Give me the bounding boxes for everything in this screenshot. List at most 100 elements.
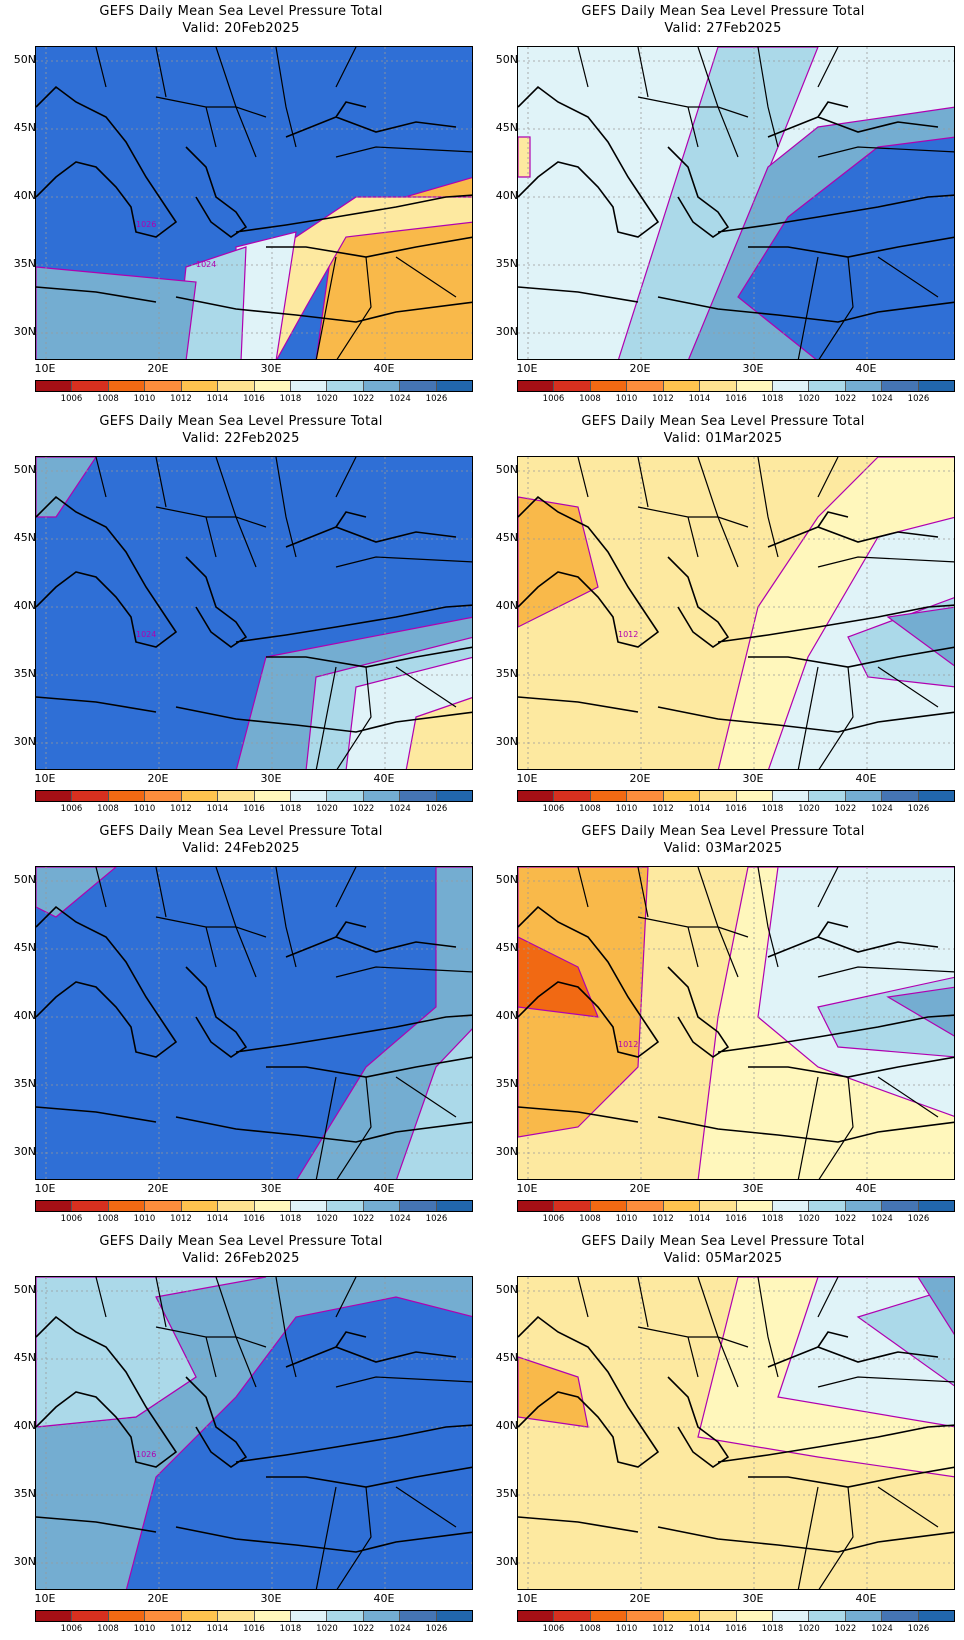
colorbar-label: 1024 <box>871 804 893 814</box>
colorbar-label: 1020 <box>798 1214 820 1224</box>
latitude-label: 30N <box>13 1145 36 1158</box>
contour-label: 1012 <box>618 1040 638 1049</box>
pressure-map-svg <box>518 47 954 359</box>
contour-label: 1024 <box>196 260 216 269</box>
colorbar-label: 1024 <box>871 1214 893 1224</box>
colorbar-label: 1022 <box>834 804 857 814</box>
colorbar-swatch <box>772 1201 810 1211</box>
pressure-map <box>517 46 955 360</box>
colorbar-swatch <box>145 1611 182 1621</box>
pressure-map: 1012 <box>517 456 955 770</box>
pressure-map-svg: 1026 <box>36 1277 472 1589</box>
colorbar-swatch <box>700 1201 737 1211</box>
latitude-label: 45N <box>495 941 518 954</box>
colorbar-swatch <box>254 381 291 391</box>
colorbar-swatch <box>400 1611 437 1621</box>
colorbar-label: 1026 <box>907 1214 930 1224</box>
longitude-label: 40E <box>855 1182 877 1195</box>
longitude-label: 10E <box>34 362 56 375</box>
colorbar-swatch <box>400 791 437 801</box>
colorbar <box>517 1200 955 1212</box>
pressure-region <box>917 1277 954 1335</box>
colorbar-swatch <box>772 381 810 391</box>
pressure-region <box>518 496 599 628</box>
colorbar-swatch <box>663 1611 701 1621</box>
colorbar-swatch <box>327 791 364 801</box>
colorbar-swatch <box>436 1611 473 1621</box>
forecast-panel: GEFS Daily Mean Sea Level Pressure Total… <box>482 1230 964 1640</box>
panel-title: GEFS Daily Mean Sea Level Pressure Total <box>99 1234 383 1249</box>
longitude-label: 30E <box>260 772 282 785</box>
pressure-map: 1026 <box>35 1276 473 1590</box>
colorbar-swatch <box>290 791 328 801</box>
longitude-label: 20E <box>629 1182 651 1195</box>
longitude-label: 20E <box>629 362 651 375</box>
colorbar-swatch <box>145 381 182 391</box>
forecast-panel: GEFS Daily Mean Sea Level Pressure Total… <box>0 1230 482 1640</box>
panel-valid-date: Valid: 24Feb2025 <box>182 841 300 856</box>
longitude-label: 10E <box>34 1182 56 1195</box>
longitude-label: 10E <box>34 772 56 785</box>
colorbar-swatch <box>882 381 919 391</box>
pressure-region <box>36 867 117 918</box>
latitude-label: 45N <box>13 1351 36 1364</box>
country-borders <box>577 457 954 769</box>
latitude-label: 40N <box>13 189 36 202</box>
longitude-label: 30E <box>742 772 764 785</box>
latitude-label: 40N <box>495 189 518 202</box>
colorbar <box>517 790 955 802</box>
pressure-map: 1024 <box>35 456 473 770</box>
colorbar-swatch <box>72 1611 109 1621</box>
latitude-label: 40N <box>495 599 518 612</box>
colorbar-label: 1022 <box>352 804 375 814</box>
pressure-region <box>618 47 819 359</box>
latitude-label: 50N <box>495 873 518 886</box>
colorbar-label: 1006 <box>60 804 83 814</box>
colorbar-swatch <box>145 791 182 801</box>
colorbar-swatch <box>327 381 364 391</box>
colorbar-label: 1008 <box>579 1214 601 1224</box>
latitude-label: 40N <box>13 599 36 612</box>
panel-valid-date: Valid: 26Feb2025 <box>182 1251 300 1266</box>
latitude-label: 50N <box>13 873 36 886</box>
latitude-label: 40N <box>495 1009 518 1022</box>
colorbar-swatch <box>809 1201 846 1211</box>
colorbar-label: 1018 <box>279 1624 302 1634</box>
panel-title: GEFS Daily Mean Sea Level Pressure Total <box>581 1234 865 1249</box>
longitude-label: 20E <box>147 1592 169 1605</box>
colorbar-label: 1020 <box>798 1624 820 1634</box>
colorbar-swatch <box>436 1201 473 1211</box>
colorbar-label: 1014 <box>688 1624 711 1634</box>
latitude-label: 35N <box>495 1077 518 1090</box>
colorbar-swatch <box>518 1611 555 1621</box>
panel-valid-date: Valid: 27Feb2025 <box>664 21 782 36</box>
latitude-label: 40N <box>13 1419 36 1432</box>
latitude-label: 30N <box>13 325 36 338</box>
longitude-label: 30E <box>742 1592 764 1605</box>
colorbar-label: 1008 <box>579 1624 601 1634</box>
colorbar-label: 1014 <box>688 394 711 404</box>
colorbar-swatch <box>882 1201 919 1211</box>
colorbar-swatch <box>108 381 146 391</box>
colorbar-swatch <box>400 1201 437 1211</box>
longitude-label: 40E <box>855 772 877 785</box>
colorbar-label: 1008 <box>97 804 119 814</box>
colorbar-swatch <box>736 381 773 391</box>
colorbar-label: 1026 <box>907 394 930 404</box>
colorbar-label: 1012 <box>652 394 674 404</box>
country-borders <box>577 47 954 359</box>
colorbar-swatch <box>36 1201 73 1211</box>
panel-title: GEFS Daily Mean Sea Level Pressure Total <box>581 4 865 19</box>
latitude-label: 35N <box>13 1077 36 1090</box>
latitude-label: 35N <box>495 667 518 680</box>
latitude-label: 35N <box>495 257 518 270</box>
colorbar-label: 1022 <box>834 1624 857 1634</box>
panel-valid-date: Valid: 05Mar2025 <box>663 1251 783 1266</box>
colorbar-swatch <box>554 791 591 801</box>
colorbar-label: 1016 <box>725 804 747 814</box>
latitude-label: 45N <box>495 531 518 544</box>
colorbar-label: 1016 <box>243 394 265 404</box>
colorbar-label: 1024 <box>389 804 411 814</box>
colorbar-swatch <box>845 791 883 801</box>
colorbar-swatch <box>700 791 737 801</box>
